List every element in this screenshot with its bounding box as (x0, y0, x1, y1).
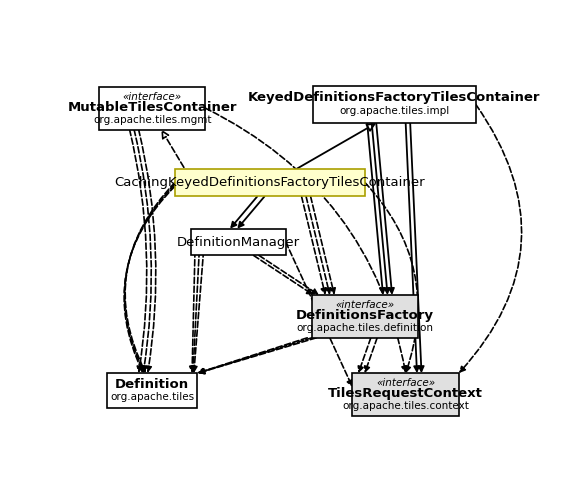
Text: org.apache.tiles.definition: org.apache.tiles.definition (297, 323, 433, 333)
FancyArrowPatch shape (138, 129, 156, 371)
FancyArrowPatch shape (371, 123, 390, 293)
FancyArrowPatch shape (367, 123, 385, 293)
Text: «interface»: «interface» (376, 378, 435, 388)
FancyArrowPatch shape (134, 129, 151, 371)
FancyArrowPatch shape (460, 104, 522, 372)
Text: KeyedDefinitionsFactoryTilesContainer: KeyedDefinitionsFactoryTilesContainer (248, 91, 541, 104)
Text: org.apache.tiles: org.apache.tiles (110, 392, 194, 402)
FancyArrowPatch shape (192, 242, 204, 371)
FancyArrowPatch shape (191, 242, 200, 371)
FancyBboxPatch shape (312, 295, 418, 338)
FancyArrowPatch shape (406, 123, 419, 371)
Text: org.apache.tiles.mgmt: org.apache.tiles.mgmt (93, 115, 211, 125)
FancyArrowPatch shape (306, 197, 331, 293)
FancyBboxPatch shape (353, 373, 459, 416)
FancyArrowPatch shape (301, 197, 326, 293)
FancyArrowPatch shape (130, 129, 147, 371)
Text: Definition: Definition (115, 378, 189, 391)
FancyArrowPatch shape (364, 338, 377, 371)
Text: TilesRequestContext: TilesRequestContext (328, 387, 483, 400)
FancyArrowPatch shape (286, 242, 352, 385)
FancyArrowPatch shape (253, 256, 312, 294)
FancyArrowPatch shape (231, 197, 257, 227)
FancyArrowPatch shape (124, 185, 175, 371)
FancyArrowPatch shape (200, 338, 317, 373)
FancyArrowPatch shape (376, 123, 394, 293)
FancyArrowPatch shape (199, 338, 307, 373)
FancyArrowPatch shape (199, 338, 312, 373)
FancyArrowPatch shape (359, 338, 371, 371)
FancyArrowPatch shape (124, 186, 175, 371)
FancyBboxPatch shape (99, 87, 206, 129)
FancyArrowPatch shape (239, 197, 265, 227)
Text: CachingKeyedDefinitionsFactoryTilesContainer: CachingKeyedDefinitionsFactoryTilesConta… (114, 176, 425, 189)
FancyArrowPatch shape (190, 242, 195, 371)
FancyArrowPatch shape (162, 131, 193, 183)
FancyBboxPatch shape (190, 228, 286, 256)
Text: DefinitionsFactory: DefinitionsFactory (296, 309, 434, 322)
FancyArrowPatch shape (297, 124, 374, 169)
FancyArrowPatch shape (311, 197, 335, 293)
Text: org.apache.tiles.impl: org.apache.tiles.impl (339, 106, 450, 116)
FancyBboxPatch shape (107, 373, 197, 409)
FancyArrowPatch shape (410, 123, 423, 371)
FancyBboxPatch shape (175, 169, 365, 197)
FancyBboxPatch shape (313, 86, 476, 123)
Text: «interface»: «interface» (123, 92, 182, 101)
Text: DefinitionManager: DefinitionManager (176, 236, 300, 249)
FancyArrowPatch shape (125, 183, 175, 371)
Text: org.apache.tiles.context: org.apache.tiles.context (342, 401, 469, 411)
Text: «interface»: «interface» (335, 300, 394, 310)
FancyArrowPatch shape (206, 108, 407, 371)
FancyArrowPatch shape (365, 183, 418, 371)
FancyArrowPatch shape (259, 256, 318, 294)
Text: MutableTilesContainer: MutableTilesContainer (68, 101, 237, 114)
